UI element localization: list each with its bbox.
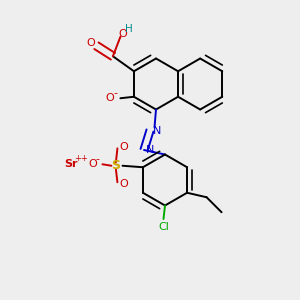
Text: Sr: Sr	[64, 159, 78, 169]
Text: H: H	[125, 24, 133, 34]
Text: O: O	[118, 29, 127, 39]
Text: -: -	[96, 154, 100, 164]
Text: S: S	[111, 159, 120, 172]
Text: O: O	[105, 93, 114, 103]
Text: O: O	[119, 179, 128, 189]
Text: N: N	[152, 125, 161, 136]
Text: O: O	[119, 142, 128, 152]
Text: O: O	[87, 38, 95, 48]
Text: O: O	[88, 159, 97, 169]
Text: N: N	[146, 145, 154, 155]
Text: ++: ++	[74, 154, 88, 163]
Text: Cl: Cl	[158, 221, 169, 232]
Text: -: -	[113, 88, 117, 98]
